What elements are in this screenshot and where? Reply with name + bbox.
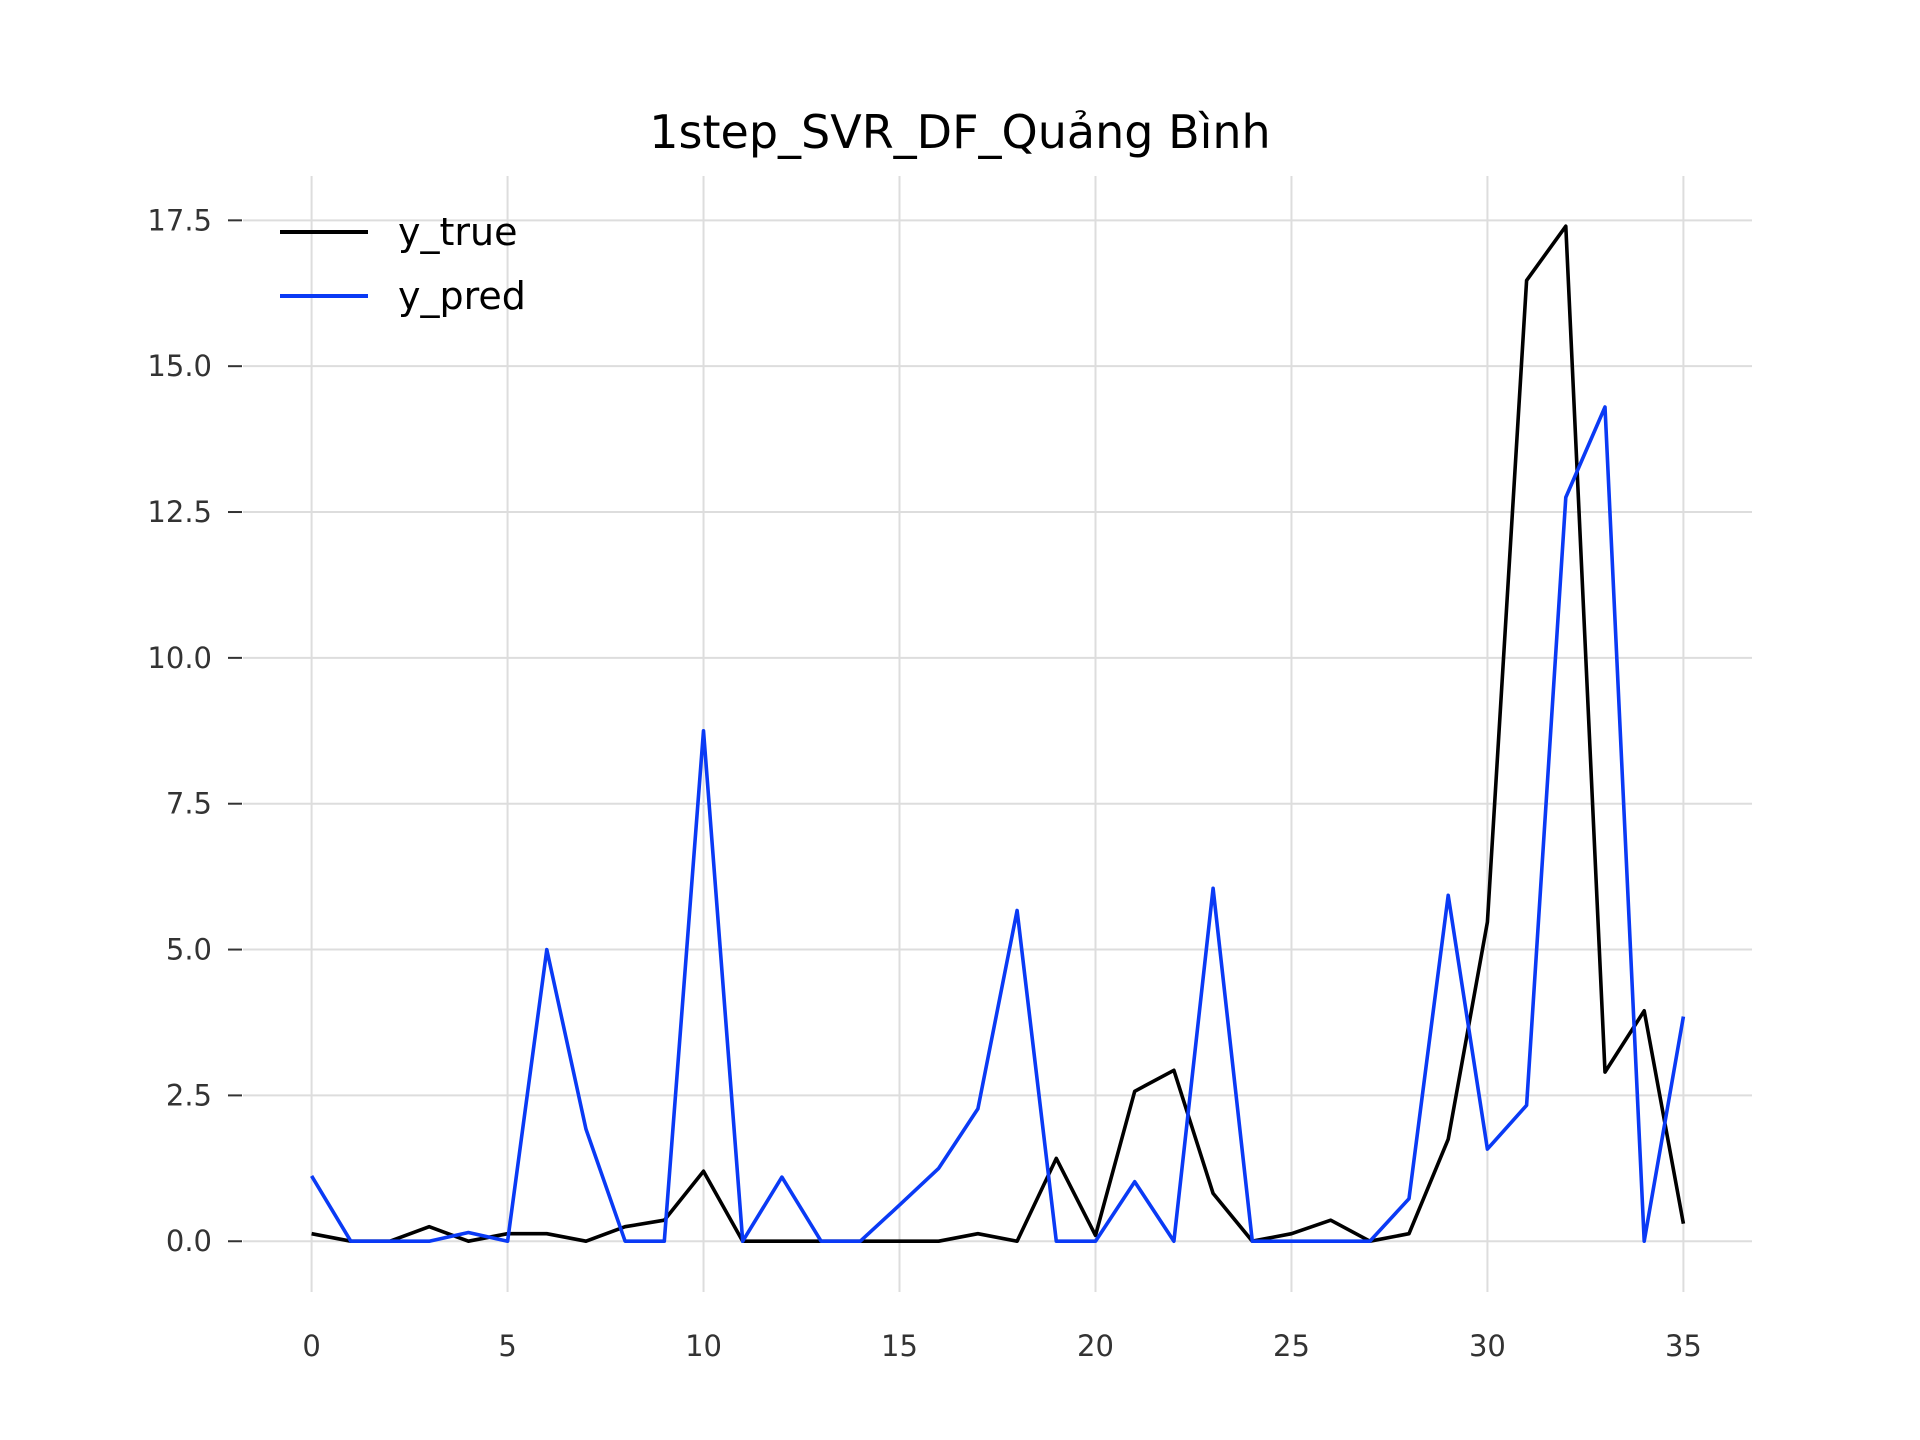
x-tick-label: 30 bbox=[1469, 1329, 1506, 1363]
y-tick-label: 2.5 bbox=[166, 1078, 212, 1112]
x-tick-label: 25 bbox=[1273, 1329, 1310, 1363]
x-tick-label: 10 bbox=[685, 1329, 722, 1363]
y-tick-label: 15.0 bbox=[147, 349, 212, 383]
series-line-y-pred bbox=[310, 405, 1686, 1243]
series-layer bbox=[310, 224, 1686, 1243]
y-axis: 0.0 2.5 5.0 7.5 10.0 12.5 15.0 17.5 bbox=[147, 203, 242, 1258]
legend-label-y-pred: y_pred bbox=[398, 274, 526, 318]
legend: y_true y_pred bbox=[280, 210, 526, 318]
y-tick-label: 7.5 bbox=[166, 787, 212, 821]
x-axis: 0 5 10 15 20 25 30 35 bbox=[302, 1329, 1701, 1363]
x-tick-label: 20 bbox=[1077, 1329, 1114, 1363]
y-tick-label: 12.5 bbox=[147, 495, 212, 529]
y-tick-label: 17.5 bbox=[147, 203, 212, 237]
chart-title: 1step_SVR_DF_Quảng Bình bbox=[649, 105, 1270, 159]
x-tick-label: 5 bbox=[498, 1329, 516, 1363]
series-line-y-true bbox=[311, 224, 1686, 1243]
x-tick-label: 0 bbox=[302, 1329, 320, 1363]
grid bbox=[243, 176, 1752, 1292]
x-tick-label: 35 bbox=[1665, 1329, 1702, 1363]
y-tick-label: 10.0 bbox=[147, 641, 212, 675]
x-tick-label: 15 bbox=[881, 1329, 918, 1363]
legend-label-y-true: y_true bbox=[398, 210, 517, 254]
y-tick-label: 5.0 bbox=[166, 933, 212, 967]
y-tick-label: 0.0 bbox=[166, 1224, 212, 1258]
